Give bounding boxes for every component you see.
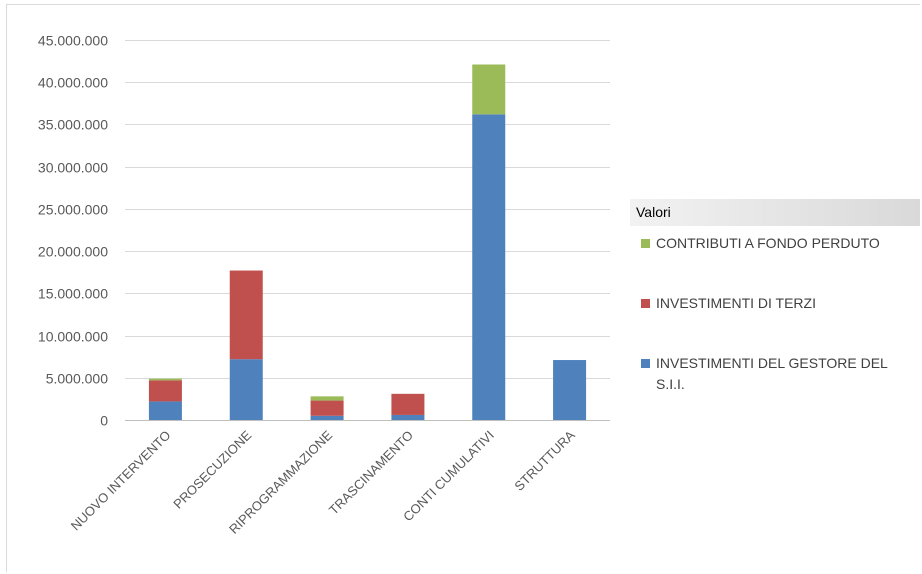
y-tick-label: 40.000.000 — [38, 75, 108, 91]
legend-item-gestore: INVESTIMENTI DEL GESTORE DEL S.I.I. — [641, 353, 913, 395]
chart-frame — [6, 4, 920, 572]
legend-title: Valori — [630, 199, 920, 226]
y-tick-label: 0 — [100, 413, 108, 429]
legend-item-contributi: CONTRIBUTI A FONDO PERDUTO — [641, 233, 913, 254]
legend-label-contributi: CONTRIBUTI A FONDO PERDUTO — [656, 235, 880, 251]
bar-segment — [391, 393, 425, 415]
x-tick-label: TRASCINAMENTO — [326, 428, 416, 518]
legend-swatch-contributi — [641, 239, 650, 248]
bar-segment — [553, 360, 587, 420]
y-tick-label: 30.000.000 — [38, 160, 108, 176]
legend-label-gestore: INVESTIMENTI DEL GESTORE DEL S.I.I. — [656, 355, 888, 392]
y-tick-label: 20.000.000 — [38, 244, 108, 260]
bar-segment — [391, 414, 425, 420]
y-tick-label: 5.000.000 — [46, 371, 108, 387]
bar-segment — [148, 378, 182, 381]
legend-label-terzi: INVESTIMENTI DI TERZI — [656, 295, 816, 311]
legend-item-terzi: INVESTIMENTI DI TERZI — [641, 293, 913, 314]
bar-segment — [310, 415, 344, 420]
x-tick-label: NUOVO INTERVENTO — [68, 428, 174, 534]
bar-segment — [310, 400, 344, 416]
y-tick-label: 45.000.000 — [38, 33, 108, 49]
y-tick-label: 10.000.000 — [38, 329, 108, 345]
x-tick-label: CONTI CUMULATIVI — [400, 428, 497, 525]
bar-segment — [229, 359, 263, 420]
bar-segment — [472, 114, 506, 421]
y-tick-label: 15.000.000 — [38, 286, 108, 302]
bar-segment — [148, 380, 182, 402]
bar-segment — [472, 64, 506, 115]
x-tick-label: PROSECUZIONE — [170, 427, 254, 511]
bar-segment — [148, 401, 182, 420]
legend-swatch-terzi — [641, 299, 650, 308]
y-tick-label: 35.000.000 — [38, 117, 108, 133]
legend-swatch-gestore — [641, 359, 650, 368]
x-tick-label: STRUTTURA — [511, 427, 578, 494]
bar-segment — [229, 270, 263, 360]
bar-segment — [310, 396, 344, 401]
y-tick-label: 25.000.000 — [38, 202, 108, 218]
